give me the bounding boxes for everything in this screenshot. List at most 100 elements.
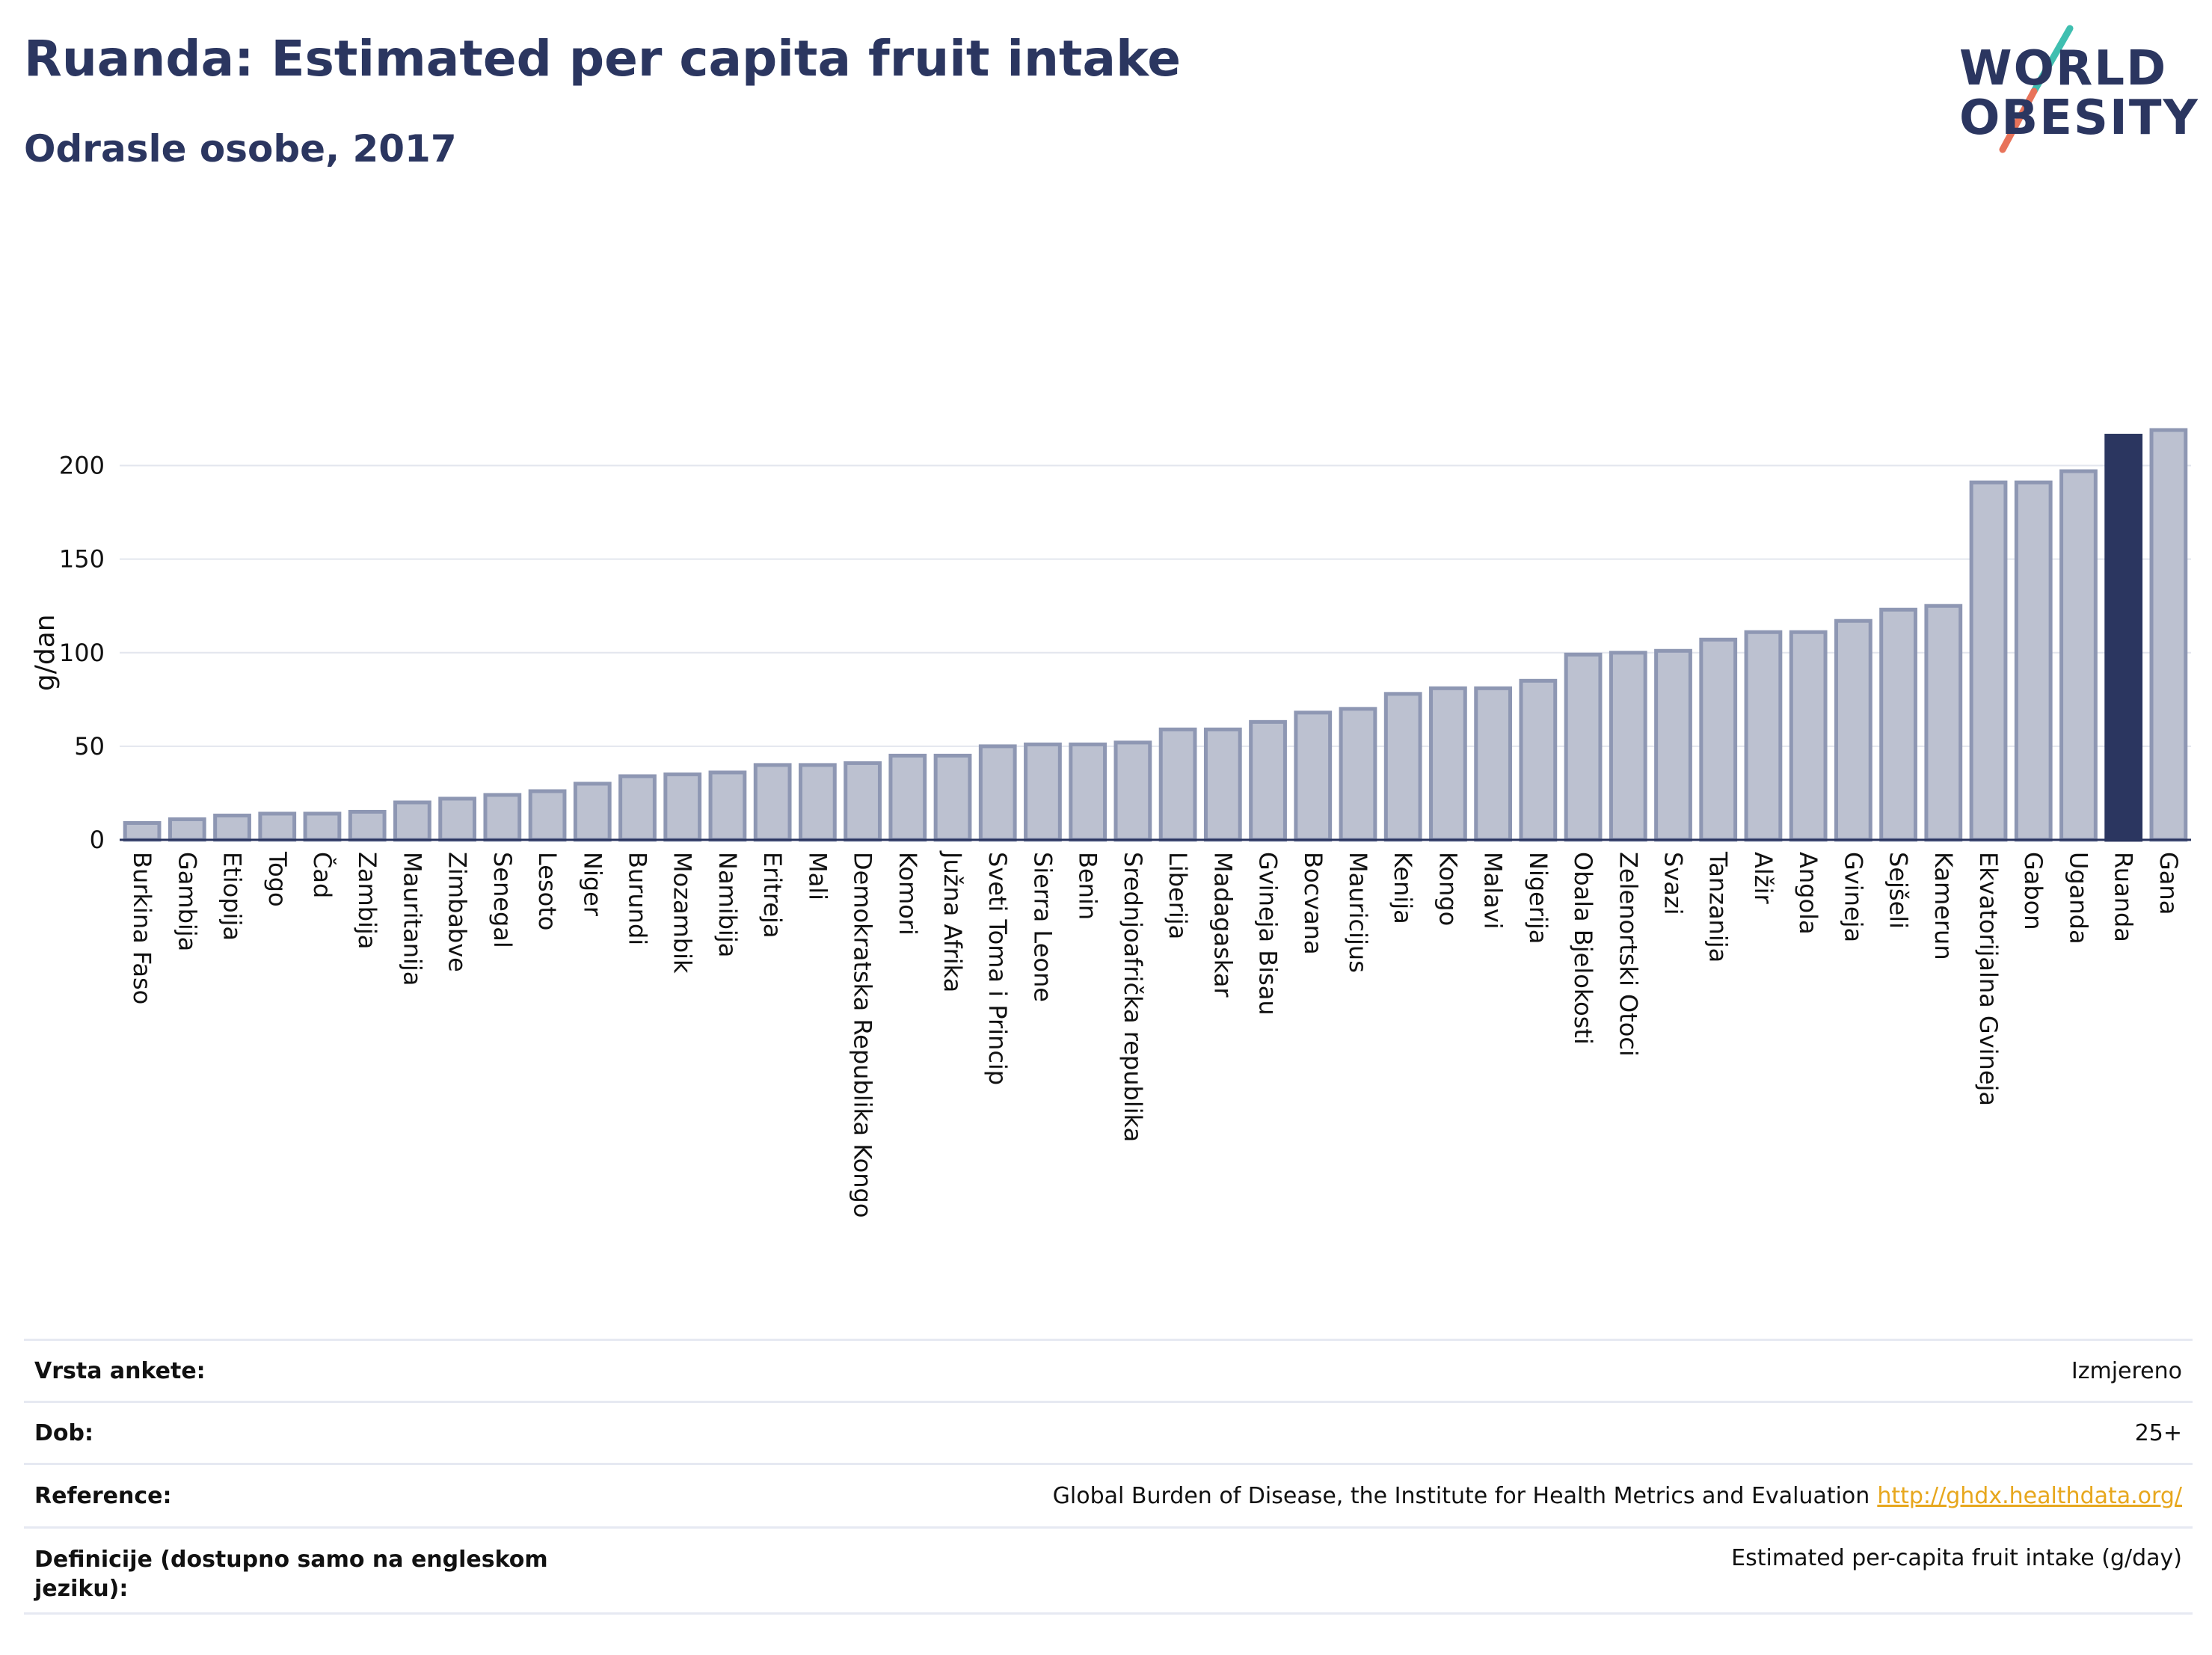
bar — [1654, 648, 1692, 842]
info-label: Reference: — [34, 1482, 172, 1509]
y-tick-label: 50 — [74, 732, 105, 761]
x-tick-label: Sejšeli — [1884, 852, 1913, 929]
bar — [1113, 740, 1152, 842]
info-value: Global Burden of Disease, the Institute … — [1053, 1483, 2182, 1509]
x-tick-label: Ruanda — [2110, 852, 2138, 942]
x-tick-label: Gabon — [2019, 852, 2047, 930]
x-tick-label: Kamerun — [1929, 852, 1958, 960]
x-tick-label: Zimbabve — [443, 852, 472, 972]
x-tick-label: Gambija — [173, 852, 201, 951]
info-table: Vrsta ankete: Izmjereno Dob: 25+ Referen… — [24, 1339, 2193, 1615]
bar — [348, 809, 387, 842]
bar — [123, 820, 162, 842]
y-axis-title: g/dan — [30, 614, 61, 691]
y-tick-label: 100 — [59, 639, 105, 667]
bar — [303, 811, 342, 842]
x-tick-label: Niger — [578, 852, 606, 917]
x-tick-label: Namibija — [713, 852, 742, 957]
x-tick-label: Svazi — [1659, 852, 1688, 915]
info-row-reference: Reference: Global Burden of Disease, the… — [24, 1463, 2193, 1526]
info-label: Definicije (dostupno samo na engleskom j… — [34, 1547, 548, 1602]
bar — [1924, 604, 1963, 842]
x-tick-label: Srednjoafrička republika — [1119, 852, 1147, 1142]
info-row-definitions: Definicije (dostupno samo na engleskom j… — [24, 1526, 2193, 1615]
bar — [1339, 707, 1377, 842]
bar — [1564, 652, 1603, 842]
bar — [663, 772, 702, 842]
info-value: Izmjereno — [2071, 1357, 2182, 1384]
bar — [1834, 618, 1872, 842]
x-tick-label: Madagaskar — [1208, 852, 1237, 998]
world-obesity-logo: WORLD OBESITY — [1944, 22, 2199, 157]
bar — [1024, 742, 1062, 842]
bar — [1744, 630, 1783, 842]
bar — [1879, 607, 1917, 842]
x-tick-label: Mozambik — [669, 852, 697, 974]
bar — [1383, 692, 1422, 842]
bar — [753, 763, 792, 842]
x-tick-label: Lesoto — [533, 852, 562, 930]
bar — [2059, 469, 2098, 842]
x-tick-label: Bocvana — [1299, 852, 1327, 955]
x-tick-label: Čad — [308, 852, 337, 898]
bar — [393, 800, 431, 842]
reference-text: Global Burden of Disease, the Institute … — [1052, 1482, 1870, 1509]
x-tick-label: Ekvatorijalna Gvineja — [1974, 852, 2003, 1106]
x-tick-label: Kongo — [1434, 852, 1462, 926]
chart-title: Ruanda: Estimated per capita fruit intak… — [24, 30, 1181, 87]
x-tick-label: Obala Bjelokosti — [1569, 852, 1597, 1045]
bar — [1158, 727, 1197, 842]
bar — [1069, 742, 1107, 842]
bar — [978, 744, 1017, 842]
bar — [618, 774, 657, 842]
x-tick-label: Tanzanija — [1704, 851, 1733, 962]
info-label: Dob: — [34, 1419, 93, 1446]
bar-chart: 0 50 100 150 200 g/dan Burkina Faso Gambija Etio… — [30, 428, 2191, 1218]
bar — [483, 793, 522, 842]
bar — [213, 813, 251, 842]
bar — [1609, 651, 1647, 842]
x-tick-label: Mauricijus — [1344, 852, 1372, 973]
bar — [2014, 480, 2053, 842]
bar — [1699, 637, 1738, 842]
y-tick-label: 200 — [59, 452, 105, 480]
bar — [1294, 710, 1333, 842]
logo-text-world: WORLD — [1959, 41, 2168, 96]
bar — [1969, 480, 2008, 842]
bar-highlight — [2104, 434, 2143, 842]
x-tick-label: Alžir — [1749, 852, 1778, 904]
chart-subtitle: Odrasle osobe, 2017 — [24, 127, 457, 171]
x-tick-label: Komori — [894, 852, 922, 936]
info-label: Vrsta ankete: — [34, 1357, 206, 1384]
bar — [528, 789, 567, 842]
bar — [438, 796, 477, 842]
bar — [1789, 630, 1828, 842]
bar — [1429, 686, 1467, 842]
x-tick-label: Burundi — [624, 852, 652, 945]
info-row-survey-type: Vrsta ankete: Izmjereno — [24, 1339, 2193, 1401]
x-tick-label: Mali — [803, 852, 832, 900]
x-tick-label: Uganda — [2064, 852, 2092, 945]
x-tick-label: Kenija — [1389, 852, 1417, 924]
x-tick-label: Liberija — [1164, 852, 1192, 939]
x-tick-label: Zambija — [353, 852, 381, 949]
bar — [258, 811, 297, 842]
x-tick-label: Senegal — [488, 852, 517, 948]
x-tick-label: Benin — [1074, 852, 1102, 920]
x-tick-label: Etiopija — [218, 852, 247, 941]
bar — [933, 753, 972, 842]
bar — [1249, 719, 1287, 842]
y-tick-label: 0 — [90, 826, 105, 854]
bar — [888, 753, 927, 842]
bar — [1519, 678, 1558, 842]
x-tick-label: Nigerija — [1524, 852, 1552, 944]
x-tick-label: Angola — [1794, 852, 1822, 935]
x-tick-label: Eritreja — [758, 852, 787, 938]
x-tick-label: Sierra Leone — [1028, 852, 1057, 1002]
bar — [1474, 686, 1513, 842]
bar — [844, 761, 882, 842]
reference-link[interactable]: http://ghdx.healthdata.org/ — [1877, 1482, 2182, 1509]
x-tick-label: Sveti Toma i Princip — [983, 852, 1012, 1085]
x-tick-label: Togo — [263, 851, 292, 907]
x-tick-label: Južna Afrika — [938, 850, 967, 992]
